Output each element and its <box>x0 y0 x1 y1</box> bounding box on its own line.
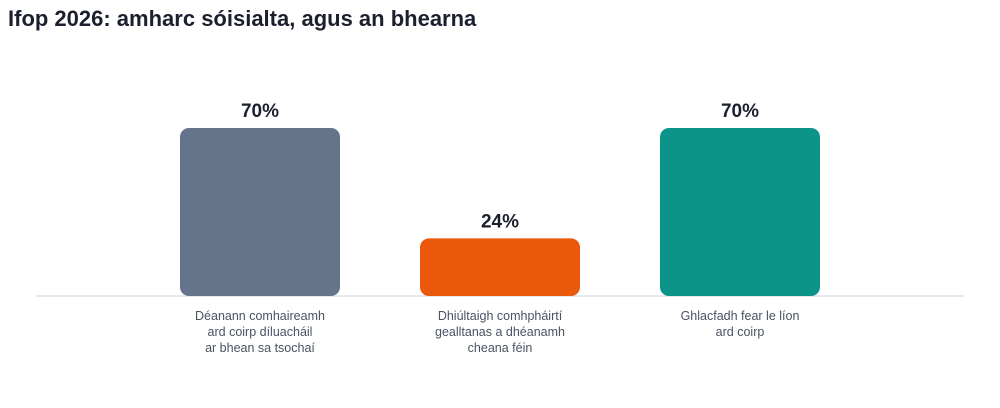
category-label-line: cheana féin <box>468 341 533 355</box>
category-label-1: Déanann comhaireamh ard coirp díluacháil a… <box>195 309 325 355</box>
value-label-2: 24% <box>481 211 519 232</box>
category-label-3: Ghlacfadh fear le líon ard coirp <box>681 309 800 339</box>
bar-2 <box>420 238 580 296</box>
category-label-line: Ghlacfadh fear le líon <box>681 309 800 323</box>
bar-1 <box>180 128 340 296</box>
category-label-line: Déanann comhaireamh <box>195 309 325 323</box>
chart-title: Ifop 2026: amharc sóisialta, agus an bhe… <box>8 6 477 31</box>
category-label-line: gealltanas a dhéanamh <box>435 325 565 339</box>
value-label-1: 70% <box>241 101 279 122</box>
category-label-line: ard coirp díluacháil <box>208 325 313 339</box>
value-label-3: 70% <box>721 101 759 122</box>
category-label-line: ar bhean sa tsochaí <box>205 341 315 355</box>
bar-3 <box>660 128 820 296</box>
category-label-line: Dhiúltaigh comhpháirtí <box>438 309 563 323</box>
category-label-2: Dhiúltaigh comhpháirtí gealltanas a dhéan… <box>435 309 565 355</box>
category-label-line: ard coirp <box>716 325 765 339</box>
